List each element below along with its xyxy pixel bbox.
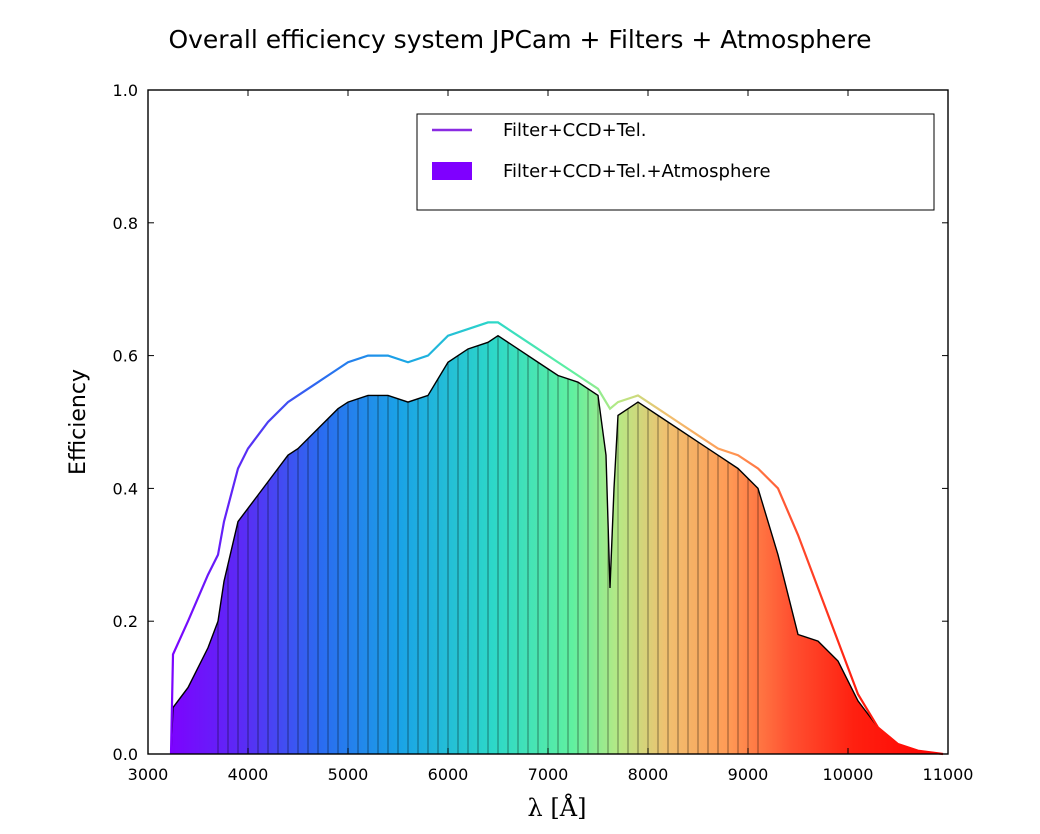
legend-fill-swatch [432,162,472,180]
y-tick-label: 0.4 [113,479,138,498]
x-tick-label: 8000 [628,765,669,784]
plot-area [169,321,944,756]
y-tick-label: 0.6 [113,347,138,366]
x-tick-label: 6000 [428,765,469,784]
legend: Filter+CCD+Tel. Filter+CCD+Tel.+Atmosphe… [416,113,935,211]
series-filter-line [169,321,944,756]
y-tick-label: 0.2 [113,612,138,631]
x-axis-label: λ [Å] [528,793,587,822]
legend-entry-fill: Filter+CCD+Tel.+Atmosphere [503,161,771,182]
series-atmosphere-area [171,335,943,754]
x-tick-label: 9000 [728,765,769,784]
x-tick-label: 3000 [128,765,169,784]
x-tick-label: 5000 [328,765,369,784]
legend-entry-line: Filter+CCD+Tel. [503,120,646,141]
x-tick-label: 10000 [823,765,874,784]
y-tick-label: 0.0 [113,745,138,764]
x-tick-label: 7000 [528,765,569,784]
y-tick-label: 0.8 [113,214,138,233]
axes: 3000 4000 5000 6000 7000 8000 9000 10000 11000 0.… [113,81,974,784]
chart-title: Overall efficiency system JPCam + Filter… [168,25,871,54]
x-tick-label: 11000 [923,765,974,784]
x-tick-label: 4000 [228,765,269,784]
y-axis-label: Efficiency [66,369,91,475]
y-tick-label: 1.0 [113,81,138,100]
series-atmosphere-outline [170,334,944,755]
legend-box [416,113,935,211]
